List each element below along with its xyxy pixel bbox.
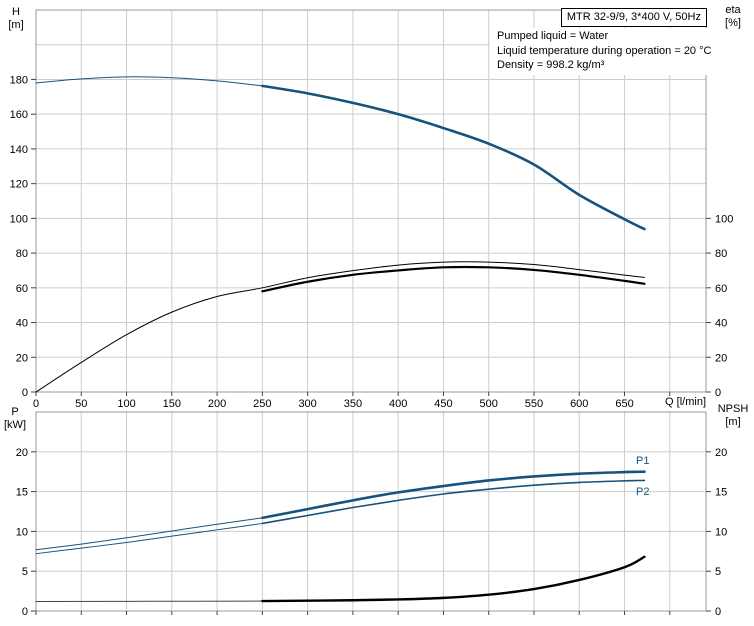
x-tick-label: 400 [389,398,407,410]
y-tick-label-right: 20 [715,447,727,459]
p1-curve [261,470,646,520]
head-curve [261,84,646,231]
x-tick-label: 650 [615,398,633,410]
liquid-temperature-line: Liquid temperature during operation = 20… [497,44,712,57]
y-tick-label-left: 80 [16,248,28,260]
eta-axis-unit: eta [%] [716,4,750,30]
head-curve-thin [35,76,263,87]
h-axis-unit: H [m] [2,6,30,32]
x-tick-label: 350 [344,398,362,410]
y-tick-label-right: 15 [715,487,727,499]
x-tick-label: 300 [298,398,316,410]
y-tick-label-left: 20 [16,352,28,364]
y-tick-label-left: 0 [22,387,28,399]
q-axis-unit: Q [l/min] [665,396,706,408]
p1-curve-thin [35,517,263,551]
y-tick-label-left: 20 [16,447,28,459]
pump-model-title: MTR 32-9/9, 3*400 V, 50Hz [560,8,707,27]
y-tick-label-left: 60 [16,283,28,295]
y-tick-label-right: 60 [715,283,727,295]
eta-axis-dimension: [%] [725,17,741,29]
x-tick-label: 600 [570,398,588,410]
y-tick-label-right: 100 [715,213,733,225]
p-axis-dimension: [kW] [4,419,26,431]
plot-border [35,9,707,393]
x-tick-label: 150 [163,398,181,410]
y-tick-label-left: 140 [10,144,28,156]
y-tick-label-right: 0 [715,606,721,618]
plot-border [35,411,707,612]
x-tick-label: 250 [253,398,271,410]
y-tick-label-right: 5 [715,566,721,578]
x-tick-label: 200 [208,398,226,410]
efficiency-curve-thin [35,261,645,393]
y-tick-label-left: 15 [16,487,28,499]
density-line: Density = 998.2 kg/m³ [497,59,605,71]
x-tick-label: 50 [75,398,87,410]
p2-curve-thin [35,522,263,555]
npsh-curve [261,555,646,603]
y-tick-label-right: 0 [715,387,721,399]
p1-curve-label: P1 [636,455,650,467]
y-tick-label-left: 5 [22,566,28,578]
y-tick-label-left: 160 [10,109,28,121]
y-tick-label-right: 20 [715,352,727,364]
p-axis-symbol: P [11,406,19,418]
p2-curve [261,479,646,525]
y-tick-label-left: 40 [16,318,28,330]
eta-axis-symbol: eta [725,4,741,16]
y-tick-label-left: 100 [10,213,28,225]
y-tick-label-right: 10 [715,526,727,538]
y-tick-label-left: 120 [10,179,28,191]
p-axis-unit: P [kW] [0,406,30,432]
y-tick-label-left: 10 [16,526,28,538]
x-tick-label: 0 [33,398,39,410]
y-tick-label-right: 80 [715,248,727,260]
h-axis-symbol: H [12,6,20,18]
npsh-axis-unit: NPSH [m] [712,403,754,429]
x-tick-label: 550 [525,398,543,410]
y-tick-label-left: 180 [10,74,28,86]
operating-conditions: Pumped liquid = Water Liquid temperature… [490,28,714,75]
efficiency-curve [261,265,646,293]
p2-curve-label: P2 [636,486,650,498]
npsh-axis-dimension: [m] [725,416,741,428]
x-tick-label: 500 [480,398,498,410]
y-tick-label-right: 40 [715,318,727,330]
pumped-liquid-line: Pumped liquid = Water [497,30,609,42]
y-tick-label-left: 0 [22,606,28,618]
x-tick-label: 450 [434,398,452,410]
h-axis-dimension: [m] [8,19,24,31]
npsh-axis-symbol: NPSH [717,403,749,415]
x-tick-label: 100 [117,398,135,410]
